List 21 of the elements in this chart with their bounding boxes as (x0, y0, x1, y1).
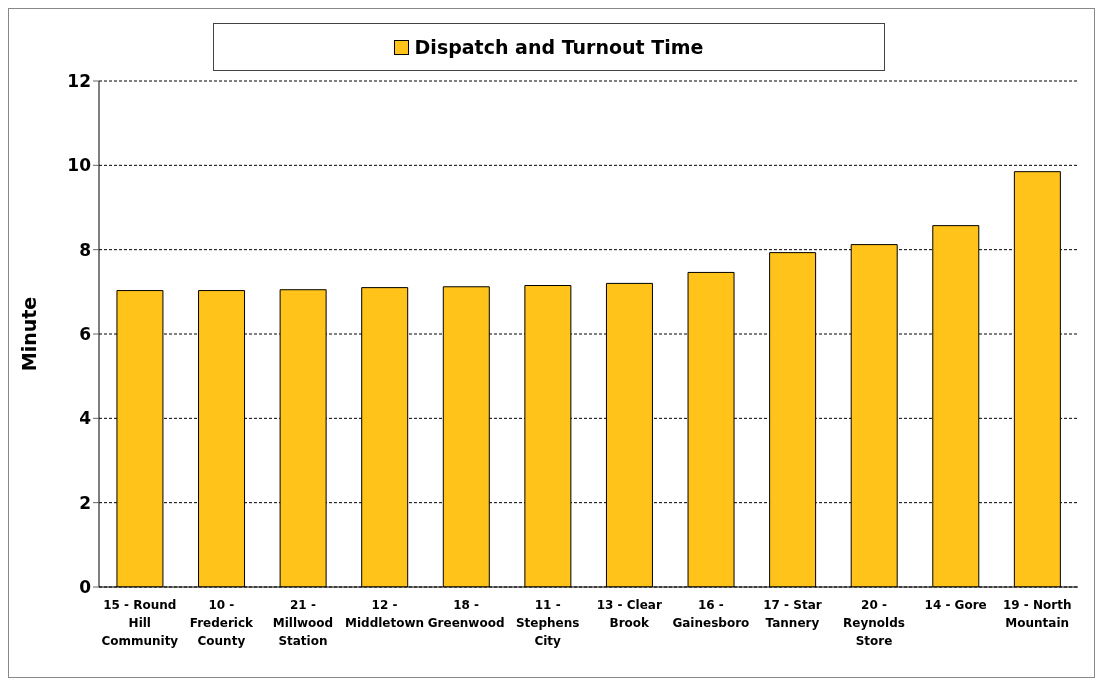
x-tick-label: 10 - Frederick County (189, 598, 255, 648)
x-tick-label: 17 - Star Tannery (763, 598, 822, 630)
x-tick-label: 18 - Greenwood (427, 598, 505, 630)
x-tick-label: 19 - North Mountain (1002, 598, 1072, 630)
x-tick-label: 15 - Round Hill Community (101, 598, 179, 648)
y-axis-title: Minute (17, 296, 40, 372)
x-tick-label: 20 - Reynolds Store (843, 598, 905, 648)
x-tick-label: 14 - Gore (924, 598, 987, 612)
y-tick-label: 10 (67, 155, 92, 176)
y-tick-label: 8 (79, 239, 91, 260)
y-tick-label: 4 (79, 408, 92, 429)
x-tick-label: 13 - Clear Brook (596, 598, 662, 630)
y-tick-label: 0 (79, 577, 92, 598)
y-tick-label: 12 (67, 71, 91, 92)
x-tick-label: 11 - Stephens City (515, 598, 580, 648)
legend-label: Dispatch and Turnout Time (413, 36, 704, 58)
x-tick-label: 16 - Gainesboro (672, 598, 750, 630)
y-tick-label: 6 (79, 324, 91, 345)
y-tick-label: 2 (79, 492, 91, 513)
x-tick-label: 12 - Middletown (344, 598, 425, 630)
x-tick-label: 21 - Millwood Station (272, 598, 334, 648)
